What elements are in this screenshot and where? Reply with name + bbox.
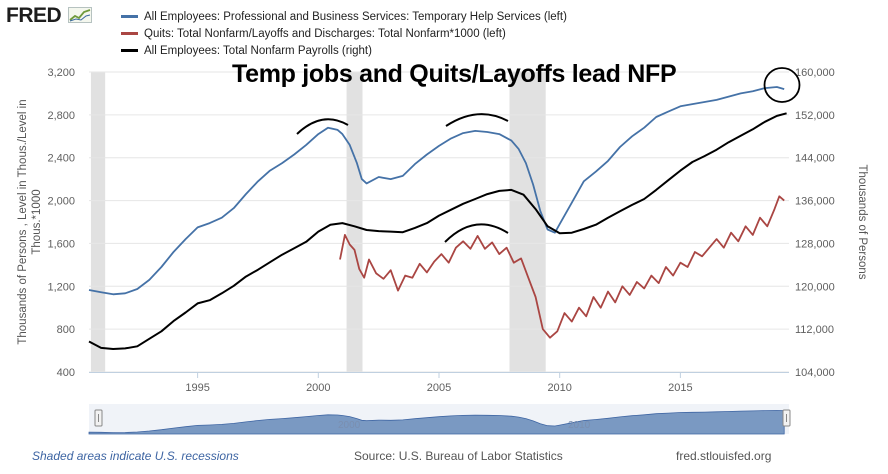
series-line-temp-help <box>88 86 785 296</box>
x-tick-label: 1995 <box>185 382 209 394</box>
chart-legend: All Employees: Professional and Business… <box>121 8 567 59</box>
legend-item-nonfarm-payrolls[interactable]: All Employees: Total Nonfarm Payrolls (r… <box>121 42 567 59</box>
axes: 400 800 1,200 1,600 2,000 2,400 2,800 3,200 104,… <box>47 67 834 394</box>
x-tick-label: 2000 <box>306 382 330 394</box>
legend-swatch <box>121 32 138 35</box>
legend-swatch <box>121 15 138 18</box>
x-tick-label: 2015 <box>668 382 692 394</box>
arc-mark-2007-quits <box>444 223 509 243</box>
y-right-tick-label: 128,000 <box>795 238 835 250</box>
navigator-label-2010: 2010 <box>568 420 591 431</box>
y-left-tick-label: 800 <box>57 324 75 336</box>
y-right-tick-label: 104,000 <box>795 367 835 379</box>
arc-mark-2007-peak <box>445 113 509 127</box>
y-right-tick-label: 136,000 <box>795 196 835 208</box>
y-left-tick-label: 3,200 <box>47 67 75 79</box>
y-left-tick-label: 2,000 <box>47 196 75 208</box>
legend-label: All Employees: Professional and Business… <box>144 10 567 23</box>
y-right-tick-label: 144,000 <box>795 153 835 165</box>
series-lines <box>88 86 787 350</box>
navigator-area <box>88 410 785 435</box>
legend-label: All Employees: Total Nonfarm Payrolls (r… <box>144 44 372 57</box>
fred-logo-text: FRED <box>6 4 62 27</box>
recession-band <box>509 72 546 372</box>
x-tick-label: 2010 <box>547 382 571 394</box>
y-left-tick-label: 2,800 <box>47 110 75 122</box>
arc-mark-2000-peak <box>296 118 349 135</box>
y-left-tick-label: 1,600 <box>47 238 75 250</box>
source-text: Source: U.S. Bureau of Labor Statistics <box>354 449 563 463</box>
y-right-tick-label: 120,000 <box>795 281 835 293</box>
legend-swatch <box>121 49 138 52</box>
legend-label: Quits: Total Nonfarm/Layoffs and Dischar… <box>144 27 506 40</box>
recession-shading <box>90 72 546 372</box>
y-right-tick-label: 160,000 <box>795 67 835 79</box>
y-left-tick-label: 2,400 <box>47 153 75 165</box>
y-right-tick-label: 112,000 <box>795 324 834 336</box>
x-tick-label: 2005 <box>427 382 451 394</box>
grid-lines <box>89 71 789 373</box>
y-left-tick-label: 400 <box>57 367 75 379</box>
recession-note: Shaded areas indicate U.S. recessions <box>32 449 239 463</box>
navigator-label-2000: 2000 <box>338 420 361 431</box>
recession-band <box>346 72 363 372</box>
circle-mark-2019 <box>763 67 801 103</box>
site-link[interactable]: fred.stlouisfed.org <box>676 449 772 463</box>
recession-band <box>90 72 106 372</box>
y-left-tick-label: 1,200 <box>47 281 75 293</box>
chart-annotation: Temp jobs and Quits/Layoffs lead NFP <box>232 60 677 88</box>
chart-line-icon <box>67 7 92 23</box>
hand-drawn-marks <box>296 67 801 243</box>
legend-item-temp-help[interactable]: All Employees: Professional and Business… <box>121 8 567 25</box>
y-right-tick-label: 152,000 <box>795 110 835 122</box>
range-navigator[interactable]: 2000 2010 <box>88 404 791 435</box>
series-line-quits-layoffs <box>339 195 785 339</box>
fred-logo[interactable]: FRED <box>6 4 92 28</box>
legend-item-quits-layoffs[interactable]: Quits: Total Nonfarm/Layoffs and Dischar… <box>121 25 567 42</box>
series-line-nonfarm-payrolls <box>88 112 787 350</box>
